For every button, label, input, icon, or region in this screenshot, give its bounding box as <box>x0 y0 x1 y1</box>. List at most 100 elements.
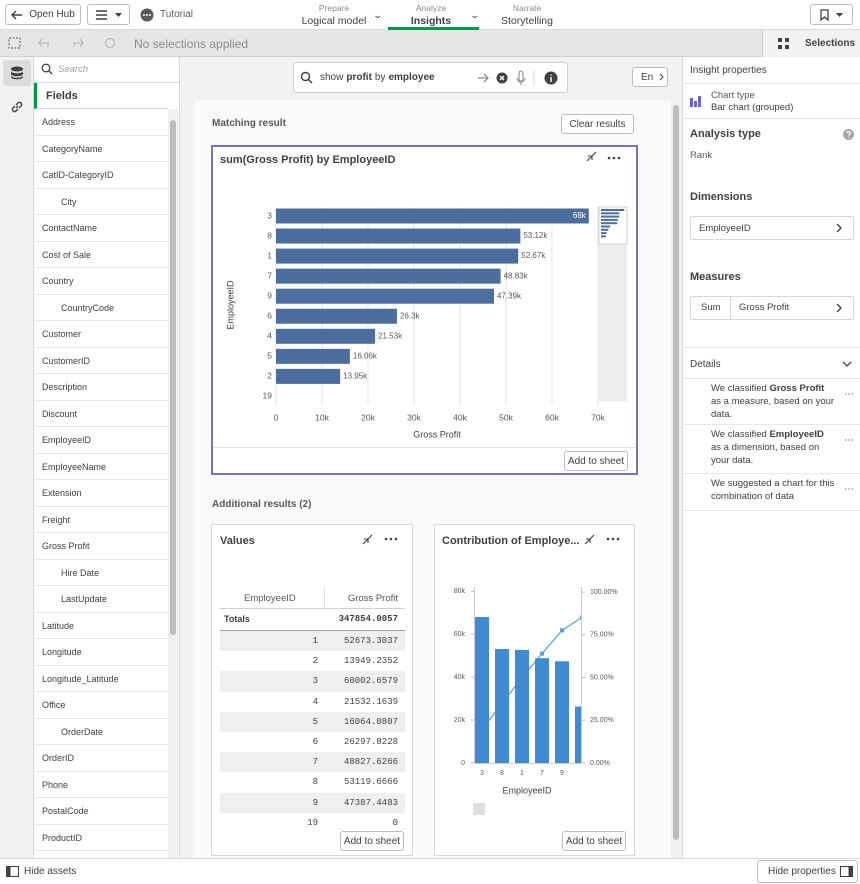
field-row[interactable]: CustomerID <box>34 348 168 374</box>
open-hub-label: Open Hub <box>29 9 75 20</box>
field-label: LastUpdate <box>61 594 108 604</box>
query-word: profit <box>346 72 372 83</box>
field-row[interactable]: Extension <box>34 480 168 507</box>
divider <box>682 378 860 379</box>
selections-label[interactable]: Selections <box>805 38 856 49</box>
tab-label: Narrate <box>512 3 542 13</box>
table-row <box>220 772 405 793</box>
tutorial-icon[interactable] <box>140 8 154 22</box>
field-row[interactable]: Discount <box>34 401 168 427</box>
field-row[interactable]: OrderID <box>34 745 168 772</box>
measure-item[interactable] <box>690 296 854 320</box>
database-icon <box>11 66 23 80</box>
field-row[interactable]: Customer <box>34 321 168 348</box>
forward-step-icon[interactable] <box>73 38 84 48</box>
field-row[interactable]: City <box>34 189 168 215</box>
hide-properties-icon[interactable] <box>840 866 853 877</box>
add-to-sheet-button[interactable]: Add to sheet <box>562 831 626 851</box>
help-icon[interactable] <box>843 129 854 140</box>
collapse-icon[interactable] <box>842 360 852 368</box>
chart-type-value[interactable]: Bar chart (grouped) <box>711 102 794 113</box>
field-label: CountryCode <box>61 302 115 313</box>
field-label: EmployeeName <box>42 461 107 472</box>
field-row[interactable]: Office <box>34 692 168 719</box>
field-row[interactable]: EmployeeID <box>34 427 168 454</box>
field-row[interactable]: LastUpdate <box>34 586 168 613</box>
mic-icon[interactable] <box>516 70 526 85</box>
submit-icon[interactable] <box>478 73 489 83</box>
field-row[interactable]: Longitude_Latitude <box>34 666 168 692</box>
detail-text: We classified EmployeeID as a dimension,… <box>711 428 836 467</box>
add-to-sheet-button[interactable]: Add to sheet <box>564 451 628 471</box>
more-icon[interactable]: ⋯ <box>844 484 854 495</box>
chevron <box>836 303 842 313</box>
measure-label[interactable]: Gross Profit <box>739 302 790 313</box>
more-icon[interactable]: ⋯ <box>844 389 854 400</box>
field-row[interactable]: CountryCode <box>34 295 168 321</box>
nav-tab[interactable]: Prepare Logical model <box>284 0 384 30</box>
aggregation-label[interactable]: Sum <box>701 302 721 313</box>
open-hub-button[interactable]: Open Hub <box>5 4 81 25</box>
details-heading: Details <box>690 359 721 370</box>
cell-id: 8 <box>312 777 318 788</box>
field-row[interactable]: ProductID <box>34 825 168 851</box>
field-row[interactable]: CategoryName <box>34 136 168 162</box>
lasso-icon[interactable] <box>8 37 21 49</box>
clear-results-button[interactable]: Clear results <box>561 114 634 134</box>
detail-part: We suggested a chart for this combinatio… <box>711 478 835 502</box>
field-row[interactable]: Country <box>34 268 168 295</box>
field-row[interactable]: Gross Profit <box>34 533 168 560</box>
fields-tab[interactable] <box>34 83 168 109</box>
field-row[interactable]: Phone <box>34 772 168 798</box>
hide-assets-label[interactable]: Hide assets <box>24 866 77 877</box>
chevron <box>659 73 664 81</box>
data-tab[interactable] <box>3 60 31 86</box>
selections-tab[interactable] <box>762 30 860 57</box>
divider <box>682 118 860 119</box>
dimension-label[interactable]: EmployeeID <box>699 223 751 234</box>
cell-value: 47387.4483 <box>343 797 398 808</box>
field-label: Description <box>42 382 88 392</box>
field-row[interactable]: OrderDate <box>34 719 168 745</box>
hide-properties-label[interactable]: Hide properties <box>768 866 836 877</box>
field-label: Discount <box>42 408 78 419</box>
tab-name: Storytelling <box>501 15 553 27</box>
field-row[interactable]: Address <box>34 109 168 136</box>
properties-panel <box>682 57 860 858</box>
field-row[interactable]: PostalCode <box>34 798 168 825</box>
main-chart-card[interactable] <box>211 145 638 475</box>
menu-button[interactable] <box>87 4 130 25</box>
hide-properties-button[interactable] <box>757 860 858 883</box>
field-row[interactable]: EmployeeName <box>34 454 168 480</box>
field-row[interactable]: Hire Date <box>34 560 168 586</box>
field-row[interactable]: Freight <box>34 507 168 533</box>
field-row[interactable]: Cost of Sale <box>34 242 168 268</box>
assets-panel <box>34 57 180 858</box>
field-row[interactable]: Latitude <box>34 613 168 639</box>
back-step-icon[interactable] <box>38 38 49 48</box>
clear-icon[interactable] <box>105 38 115 48</box>
link-icon[interactable] <box>10 100 24 114</box>
results-scroll-thumb[interactable] <box>673 105 679 840</box>
add-to-sheet-button[interactable]: Add to sheet <box>340 831 404 851</box>
hide-assets-icon[interactable] <box>6 866 19 877</box>
field-label: Phone <box>42 779 69 790</box>
field-row[interactable]: Description <box>34 374 168 401</box>
nav-tab[interactable]: Narrate Storytelling <box>477 0 577 30</box>
language-button[interactable]: En <box>632 67 668 87</box>
asset-search[interactable] <box>34 57 180 83</box>
field-row[interactable]: CatID-CategoryID <box>34 162 168 189</box>
more-icon[interactable]: ⋯ <box>844 435 854 446</box>
bookmark-button[interactable] <box>810 4 853 25</box>
field-scroll-thumb[interactable] <box>170 120 176 635</box>
add-to-sheet-label: Add to sheet <box>565 835 623 847</box>
search-query[interactable]: show profit by employee <box>320 73 438 83</box>
nav-tab[interactable]: Analyze Insights <box>381 0 481 30</box>
field-row[interactable]: Longitude <box>34 639 168 666</box>
dimension-item[interactable] <box>690 216 854 240</box>
tutorial-label[interactable]: Tutorial <box>160 9 193 20</box>
pareto-card[interactable] <box>434 524 635 856</box>
field-row[interactable]: ContactName <box>34 215 168 242</box>
insight-search-box[interactable] <box>293 62 568 93</box>
cell-id: 9 <box>312 797 318 808</box>
